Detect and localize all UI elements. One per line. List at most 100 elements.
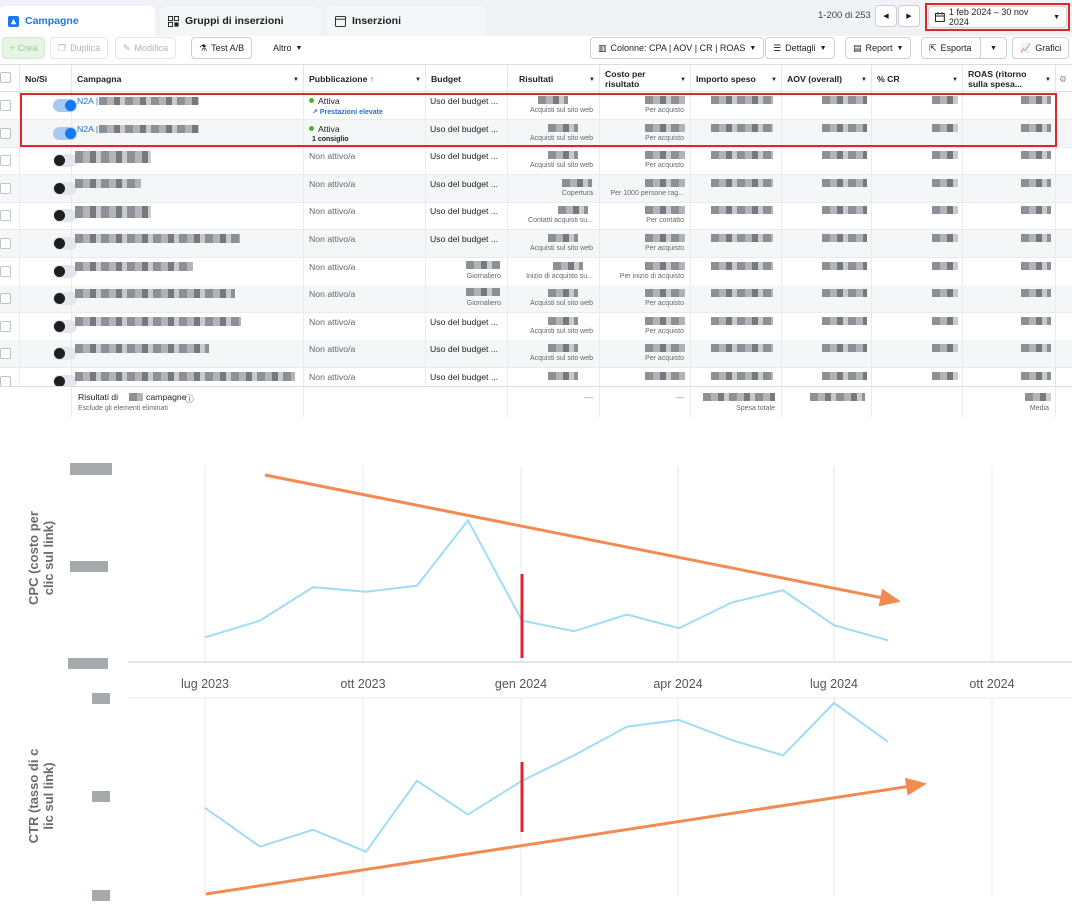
edit-button[interactable]: ✎ Modifica	[115, 37, 177, 59]
previous-page-button[interactable]: ◀	[875, 5, 897, 27]
create-button[interactable]: + Crea	[2, 37, 46, 59]
header-campaign[interactable]: Campagna ▼	[72, 65, 304, 92]
header-budget[interactable]: Budget	[426, 65, 508, 92]
table-row[interactable]: Non attivo/a Uso del budget ... Acquisti s…	[0, 312, 1072, 341]
row-toggle-cell[interactable]	[20, 312, 77, 340]
next-page-button[interactable]: ▶	[898, 5, 920, 27]
tab-inserzioni[interactable]: Inserzioni	[327, 6, 485, 36]
row-checkbox[interactable]	[0, 155, 11, 167]
row-toggle-cell[interactable]	[20, 368, 77, 395]
campaign-toggle[interactable]	[53, 237, 77, 250]
delivery-substatus[interactable]: 1 consiglio	[312, 136, 349, 143]
campaign-name-cell[interactable]	[72, 285, 304, 313]
select-all-checkbox[interactable]	[0, 72, 11, 83]
row-select-cell[interactable]	[0, 119, 20, 147]
tab-gruppi-di-inserzioni[interactable]: Gruppi di inserzioni	[160, 6, 320, 36]
table-row[interactable]: Non attivo/a Uso del budget ... Acquisti s…	[0, 147, 1072, 176]
header-roas[interactable]: ROAS (ritorno sulla spesa... ▼	[963, 65, 1056, 92]
header-amount-spent[interactable]: Importo speso ▼	[691, 65, 782, 92]
campaign-name-cell[interactable]: N2A |	[72, 92, 304, 119]
row-toggle-cell[interactable]	[20, 147, 77, 175]
export-button[interactable]: ⇱ Esporta	[921, 37, 981, 59]
table-row[interactable]: Non attivo/a Uso del budget ... Acquisti s…	[0, 340, 1072, 369]
campaign-name-cell[interactable]	[72, 202, 304, 230]
header-delivery[interactable]: Pubblicazione ↑ ▼	[304, 65, 426, 92]
select-all-cell[interactable]	[0, 65, 20, 92]
header-cost-per-result[interactable]: Costo per risultato ▼	[600, 65, 691, 92]
campaign-toggle[interactable]	[53, 209, 77, 223]
campaign-name-link[interactable]: N2A |	[77, 96, 99, 106]
campaign-toggle[interactable]	[53, 154, 77, 168]
row-checkbox[interactable]	[0, 320, 11, 332]
campaign-toggle[interactable]	[53, 319, 77, 333]
campaign-name-cell[interactable]	[72, 174, 304, 202]
more-button[interactable]: Altro ▼	[266, 37, 310, 59]
date-range-picker[interactable]: 1 feb 2024 – 30 nov 2024 ▼	[928, 6, 1067, 28]
info-icon[interactable]: ⓘ	[185, 394, 194, 404]
table-row[interactable]: Non attivo/a Uso del budget ... Contatti a…	[0, 202, 1072, 231]
campaign-toggle[interactable]	[53, 347, 77, 361]
campaign-name-cell[interactable]	[72, 340, 304, 368]
row-select-cell[interactable]	[0, 202, 20, 230]
row-select-cell[interactable]	[0, 257, 20, 285]
row-select-cell[interactable]	[0, 92, 20, 119]
duplicate-button[interactable]: ❐ Duplica	[50, 37, 109, 59]
breakdown-button[interactable]: ☰ Dettagli ▼	[765, 37, 835, 59]
row-checkbox[interactable]	[0, 348, 11, 360]
row-checkbox[interactable]	[0, 127, 11, 139]
budget-text: Uso del budget ...	[430, 234, 499, 244]
campaign-toggle[interactable]	[53, 292, 77, 306]
row-checkbox[interactable]	[0, 182, 11, 194]
campaign-name-cell[interactable]	[72, 312, 304, 340]
column-settings-icon[interactable]: ⚙	[1059, 73, 1067, 84]
report-button[interactable]: ▤ Report ▼	[845, 37, 912, 59]
campaign-toggle[interactable]	[53, 264, 77, 278]
row-checkbox[interactable]	[0, 210, 11, 222]
row-checkbox[interactable]	[0, 100, 11, 111]
delivery-substatus[interactable]: ↗ Prestazioni elevate	[312, 108, 383, 116]
campaign-name-cell[interactable]	[72, 147, 304, 175]
columns-button[interactable]: ▥ Colonne: CPA | AOV | CR | ROAS ▼	[590, 37, 765, 59]
row-checkbox[interactable]	[0, 293, 11, 305]
header-cr[interactable]: % CR ▼	[872, 65, 963, 92]
row-select-cell[interactable]	[0, 312, 20, 340]
row-select-cell[interactable]	[0, 174, 20, 202]
row-checkbox[interactable]	[0, 265, 11, 277]
row-checkbox[interactable]	[0, 238, 11, 249]
header-aov[interactable]: AOV (overall) ▼	[782, 65, 872, 92]
header-results[interactable]: Risultati ▼	[508, 65, 600, 92]
campaign-toggle[interactable]	[53, 126, 77, 140]
cost-type: Per acquisto	[645, 327, 684, 335]
export-options-button[interactable]: ▼	[980, 37, 1007, 59]
table-row[interactable]: Non attivo/a Uso del budget ... Acquisti s…	[0, 230, 1072, 258]
campaign-toggle[interactable]	[53, 181, 77, 195]
row-toggle-cell[interactable]	[20, 92, 77, 119]
row-select-cell[interactable]	[0, 147, 20, 175]
table-row[interactable]: N2A | Attiva 1 consiglio Uso del budget ...…	[0, 119, 1072, 148]
table-row[interactable]: N2A | Attiva ↗ Prestazioni elevate Uso del …	[0, 92, 1072, 120]
campaign-name-link[interactable]: N2A |	[77, 123, 99, 134]
ab-test-button[interactable]: ⚗ Test A/B	[191, 37, 253, 59]
row-toggle-cell[interactable]	[20, 230, 77, 257]
campaign-name-cell[interactable]	[72, 368, 304, 395]
tab-campagne[interactable]: Campagne	[0, 6, 155, 36]
row-select-cell[interactable]	[0, 340, 20, 368]
row-toggle-cell[interactable]	[20, 285, 77, 313]
row-select-cell[interactable]	[0, 285, 20, 313]
row-toggle-cell[interactable]	[20, 202, 77, 230]
table-row[interactable]: Non attivo/a Giornaliero Acquisti sul sito…	[0, 285, 1072, 314]
campaign-toggle[interactable]	[53, 99, 77, 112]
table-row[interactable]: Non attivo/a Giornaliero Inizio di acquist…	[0, 257, 1072, 286]
row-toggle-cell[interactable]	[20, 174, 77, 202]
footer-excludes: Esclude gli elementi eliminati	[78, 405, 168, 412]
charts-button[interactable]: 📈 Grafici	[1012, 37, 1070, 59]
table-row[interactable]: Non attivo/a Uso del budget ... Copertura P…	[0, 174, 1072, 203]
campaign-name-cell[interactable]: N2A |	[72, 119, 304, 147]
row-toggle-cell[interactable]	[20, 119, 77, 147]
row-toggle-cell[interactable]	[20, 340, 77, 368]
row-select-cell[interactable]	[0, 230, 20, 257]
row-toggle-cell[interactable]	[20, 257, 77, 285]
campaign-name-cell[interactable]	[72, 257, 304, 285]
campaign-toggle[interactable]	[53, 375, 77, 388]
campaign-name-cell[interactable]	[72, 230, 304, 257]
